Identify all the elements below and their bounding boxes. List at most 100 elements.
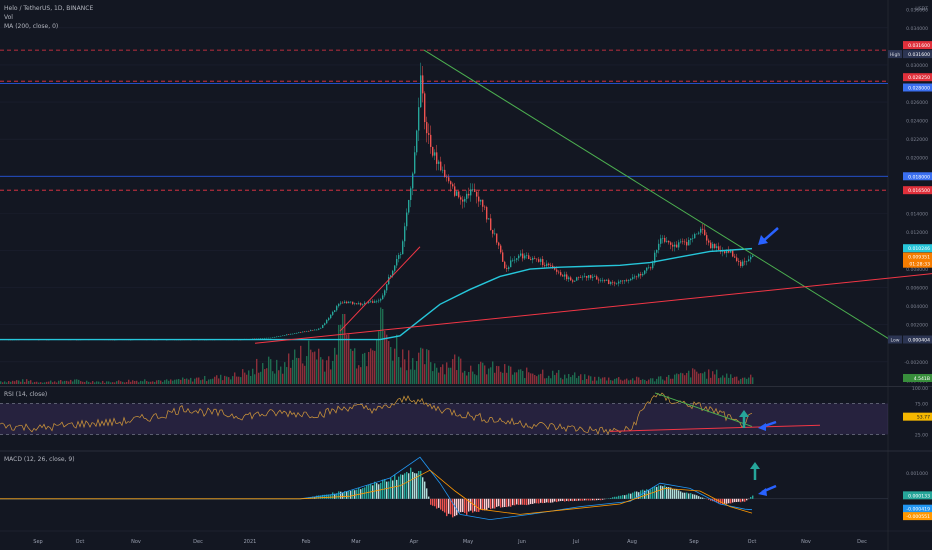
volume-bar [260, 371, 262, 384]
macd-histogram-bar [578, 498, 580, 501]
volume-bar [192, 381, 194, 384]
volume-bar [486, 374, 488, 384]
blue-arrow-head [758, 235, 768, 245]
volume-bar [706, 378, 708, 384]
macd-histogram-bar [356, 489, 358, 499]
candle-body [376, 301, 378, 302]
volume-bar [204, 375, 206, 384]
macd-histogram-bar [654, 486, 656, 499]
ma-legend[interactable]: MA (200, close, 0) [4, 23, 59, 30]
macd-histogram-bar [698, 496, 700, 499]
trendline [339, 246, 421, 332]
volume-bar [296, 357, 298, 384]
macd-histogram-bar [380, 482, 382, 499]
volume-bar [210, 379, 212, 384]
volume-bar [376, 339, 378, 384]
volume-bar [622, 380, 624, 384]
macd-histogram-bar [716, 498, 718, 503]
candle-body [558, 271, 560, 273]
macd-histogram-bar [402, 474, 404, 499]
candle-body [488, 218, 490, 220]
macd-histogram-bar [446, 498, 448, 517]
rsi-axis-tick: 100.00 [912, 386, 928, 392]
volume-legend[interactable]: Vol [4, 14, 13, 21]
candle-body [492, 230, 494, 234]
price-badge [903, 374, 932, 382]
macd-histogram-bar [524, 498, 526, 505]
volume-bar [592, 380, 594, 384]
candle-body [716, 246, 718, 248]
price-axis-tick: 0.006000 [906, 286, 928, 292]
symbol-title[interactable]: Helo / TetherUS, 1D, BINANCE [4, 5, 94, 12]
time-axis-label: Aug [627, 539, 637, 545]
volume-bar [262, 363, 264, 384]
candle-body [648, 267, 650, 269]
volume-bar [76, 379, 78, 384]
candle-body [414, 152, 416, 174]
volume-bar [144, 379, 146, 384]
macd-histogram-bar [398, 476, 400, 499]
macd-axis-tick: 0.001000 [906, 471, 928, 477]
volume-bar [290, 367, 292, 384]
volume-bar [434, 363, 436, 384]
candle-body [502, 252, 504, 262]
candle-body [364, 302, 366, 305]
macd-histogram-bar [342, 492, 344, 499]
price-axis-tick: 0.020000 [906, 156, 928, 162]
candle-body [564, 274, 566, 277]
macd-histogram-bar [470, 498, 472, 511]
candle-body [466, 193, 468, 199]
candle-body [700, 228, 702, 233]
volume-bar [344, 314, 346, 384]
volume-bar [162, 381, 164, 384]
candle-body [278, 336, 280, 337]
rsi-trendline [609, 424, 821, 432]
candle-body [566, 274, 568, 280]
candle-body [542, 259, 544, 266]
volume-bar [196, 377, 198, 384]
macd-histogram-bar [510, 498, 512, 507]
macd-histogram-bar [508, 498, 510, 507]
macd-histogram-bar [324, 494, 326, 499]
price-axis-unit: USDT [915, 6, 928, 12]
volume-bar [278, 370, 280, 384]
volume-bar [438, 372, 440, 384]
macd-histogram-bar [638, 492, 640, 499]
volume-bar [356, 368, 358, 384]
volume-bar [580, 374, 582, 384]
volume-bar [428, 350, 430, 384]
candle-body [344, 301, 346, 304]
volume-bar [556, 372, 558, 384]
candle-body [484, 206, 486, 208]
rsi-title[interactable]: RSI (14, close) [4, 391, 48, 398]
candle-body [646, 267, 648, 271]
volume-bar [34, 381, 36, 384]
volume-bar [724, 377, 726, 384]
candle-body [458, 191, 460, 198]
candle-body [338, 303, 340, 307]
candle-body [650, 267, 652, 269]
volume-bar [696, 371, 698, 384]
candle-body [504, 261, 506, 269]
volume-bar [500, 371, 502, 384]
macd-histogram-bar [660, 485, 662, 499]
volume-bar [300, 345, 302, 384]
volume-bar [672, 378, 674, 384]
volume-bar [164, 380, 166, 384]
candle-body [370, 301, 372, 302]
macd-histogram-bar [452, 498, 454, 518]
candle-body [728, 250, 730, 253]
volume-bar [678, 374, 680, 384]
volume-bar [332, 360, 334, 384]
macd-title[interactable]: MACD (12, 26, close, 9) [4, 456, 75, 463]
candle-body [408, 199, 410, 213]
time-axis-label: Dec [857, 539, 867, 545]
macd-histogram-bar [724, 498, 726, 504]
volume-bar [470, 365, 472, 384]
volume-bar [648, 379, 650, 384]
macd-histogram-bar [746, 498, 748, 501]
volume-bar [180, 379, 182, 384]
volume-bar [386, 334, 388, 384]
candle-body [392, 270, 394, 276]
